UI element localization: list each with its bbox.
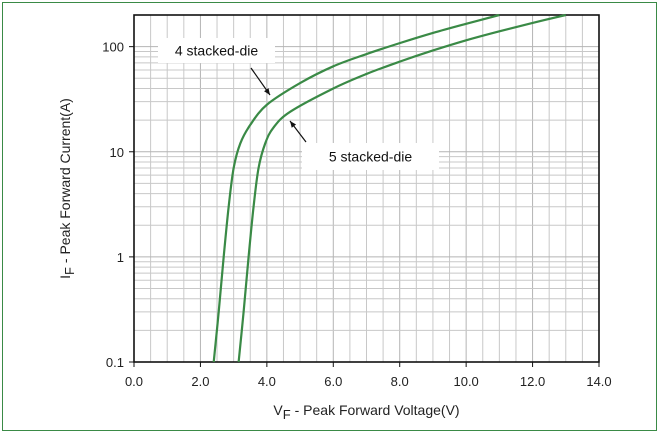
chart-frame [2,2,657,431]
series-layer [212,13,567,363]
x-tick-label: 0.0 [125,374,143,389]
x-tick-label: 10.0 [453,374,478,389]
y-tick-label: 100 [102,40,124,55]
y-tick-label: 1 [117,250,124,265]
x-tick-label: 8.0 [391,374,409,389]
callout-label: 5 stacked-die [329,149,412,165]
axis-labels: VF - Peak Forward Voltage(V) IF - Peak Fo… [57,98,460,422]
x-tick-label: 4.0 [258,374,276,389]
y-tick-label: 0.1 [106,355,124,370]
x-tick-label: 6.0 [324,374,342,389]
callout-label: 4 stacked-die [175,43,258,59]
plot-area [133,14,600,363]
x-axis-label: VF - Peak Forward Voltage(V) [273,402,459,422]
x-tick-label: 14.0 [586,374,611,389]
series-line-2 [237,13,567,363]
x-tick-label: 12.0 [520,374,545,389]
series-line-1 [212,13,500,363]
callout-arrow-head [264,88,270,95]
y-tick-label: 10 [110,145,124,160]
annotations: 4 stacked-die 5 stacked-die [158,38,439,170]
tick-labels: 0.0 2.0 4.0 6.0 8.0 10.0 12.0 14.0 0.1 1 10 100 [102,40,611,389]
callout-arrow-head [290,121,297,128]
callout-box [302,143,439,170]
x-tick-label: 2.0 [191,374,209,389]
grid [133,14,600,363]
y-axis-label: IF - Peak Forward Current(A) [57,98,77,279]
callout-box [158,38,275,63]
